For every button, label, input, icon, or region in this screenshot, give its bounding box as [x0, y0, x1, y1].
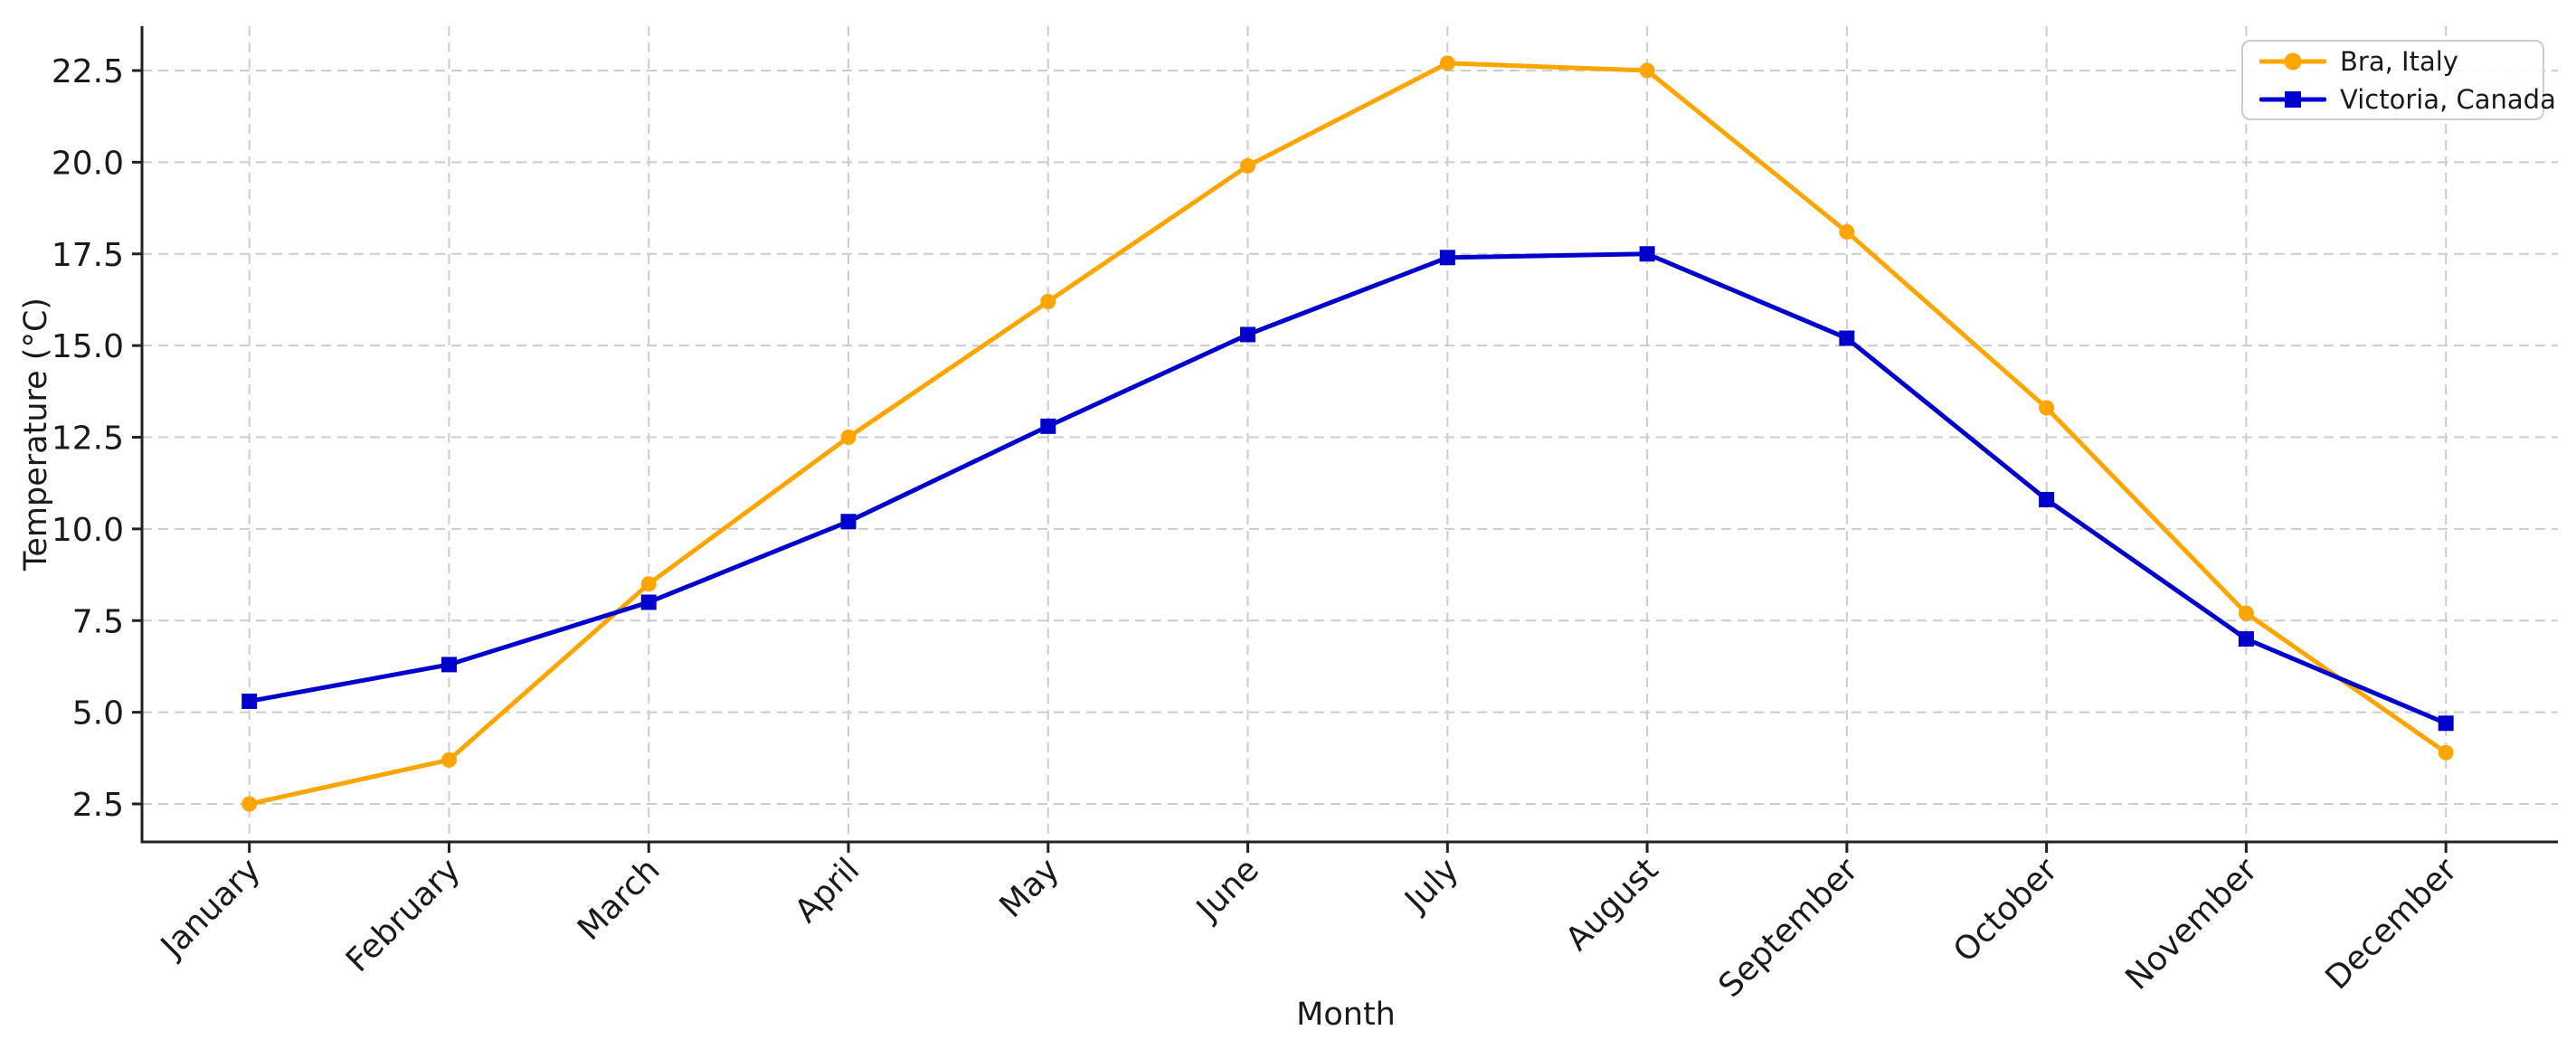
data-point-marker — [640, 576, 657, 592]
data-point-marker — [1839, 330, 1855, 346]
legend-label: Victoria, Canada — [2340, 83, 2556, 115]
x-tick-label: March — [571, 851, 668, 948]
data-point-marker — [2438, 715, 2454, 732]
series-line-victoria-canada — [247, 251, 2448, 726]
x-tick-label: December — [2319, 851, 2465, 997]
data-point-marker — [2238, 631, 2254, 647]
y-tick-label: 22.5 — [52, 53, 124, 90]
data-point-marker — [242, 796, 258, 812]
x-tick-label: May — [993, 851, 1067, 925]
x-tick-label: October — [1946, 851, 2065, 969]
data-point-marker — [2039, 400, 2055, 416]
data-point-marker — [840, 514, 857, 530]
x-tick-label: January — [153, 851, 268, 966]
series-line-bra-italy — [247, 61, 2448, 807]
data-point-marker — [1240, 157, 1256, 174]
x-tick-label: June — [1189, 851, 1266, 929]
data-point-marker — [2438, 744, 2454, 761]
data-point-marker — [2039, 491, 2055, 507]
circle-marker-icon — [2284, 52, 2302, 70]
y-tick-label: 2.5 — [72, 787, 124, 824]
data-point-marker — [1639, 246, 1655, 262]
data-point-marker — [1439, 55, 1455, 71]
y-tick-label: 20.0 — [52, 145, 124, 182]
legend-swatch-line-square — [2259, 90, 2326, 108]
data-point-marker — [640, 594, 657, 610]
data-point-marker — [1040, 418, 1056, 434]
y-tick-label: 15.0 — [52, 328, 124, 365]
data-point-marker — [440, 751, 457, 768]
data-point-marker — [1240, 326, 1256, 343]
y-tick-label: 17.5 — [52, 237, 124, 274]
y-tick-label: 5.0 — [72, 695, 124, 732]
legend-item: Bra, Italy — [2259, 46, 2533, 77]
data-point-marker — [440, 657, 457, 673]
x-tick-label: August — [1558, 851, 1665, 958]
legend: Bra, Italy Victoria, Canada — [2241, 40, 2556, 120]
data-point-marker — [840, 430, 857, 445]
legend-swatch-line-circle — [2259, 52, 2326, 70]
y-tick-label: 7.5 — [72, 603, 124, 640]
x-tick-label: July — [1397, 851, 1465, 920]
data-point-marker — [1839, 223, 1855, 240]
x-tick-label: September — [1712, 851, 1866, 1005]
data-point-marker — [2238, 605, 2254, 621]
y-axis-label: Temperature (°C) — [18, 297, 54, 572]
data-point-marker — [1040, 293, 1056, 309]
square-marker-icon — [2285, 90, 2301, 108]
x-tick-label: April — [788, 851, 867, 930]
x-axis-label: Month — [1296, 997, 1396, 1033]
data-point-marker — [1639, 62, 1655, 79]
x-tick-label: November — [2118, 851, 2265, 997]
legend-item: Victoria, Canada — [2259, 84, 2556, 115]
y-tick-label: 12.5 — [52, 421, 124, 458]
legend-label: Bra, Italy — [2340, 45, 2458, 77]
x-tick-label: February — [339, 851, 468, 979]
data-point-marker — [242, 693, 258, 709]
data-point-marker — [1439, 250, 1455, 266]
y-tick-label: 10.0 — [52, 512, 124, 549]
